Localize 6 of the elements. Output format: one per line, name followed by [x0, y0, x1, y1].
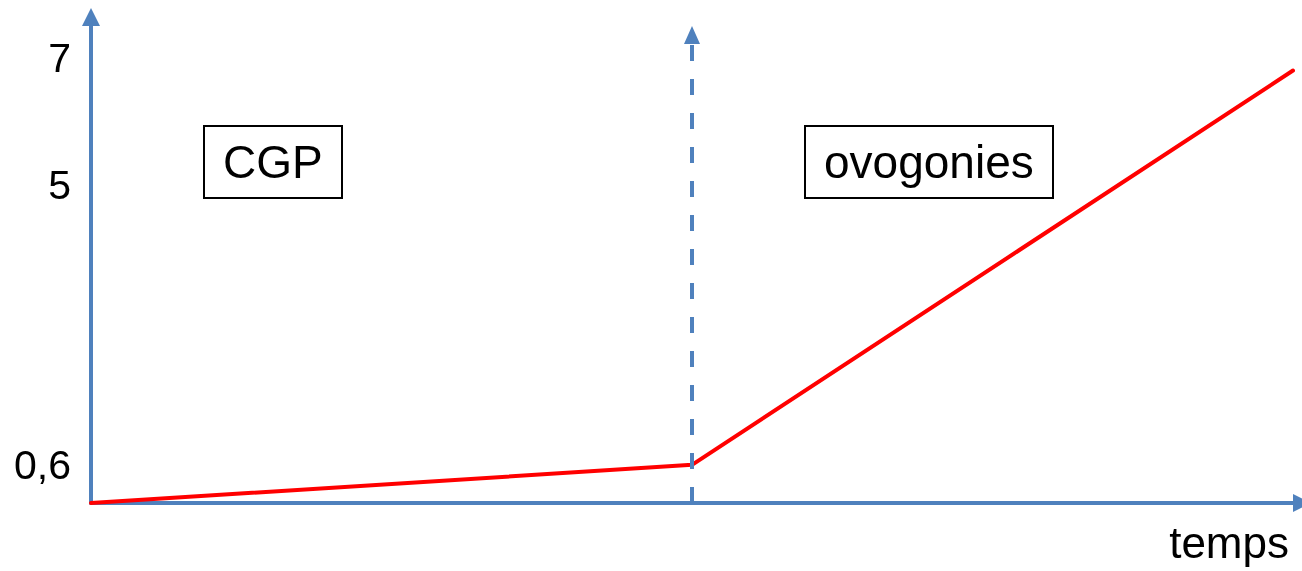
y-tick-label: 7 — [48, 34, 71, 81]
y-tick-label: 0,6 — [14, 441, 71, 488]
y-tick-label: 5 — [48, 162, 71, 208]
annotation: CGP — [203, 125, 343, 199]
annotation: ovogonies — [804, 125, 1054, 199]
x-axis-title: temps — [1169, 517, 1289, 567]
